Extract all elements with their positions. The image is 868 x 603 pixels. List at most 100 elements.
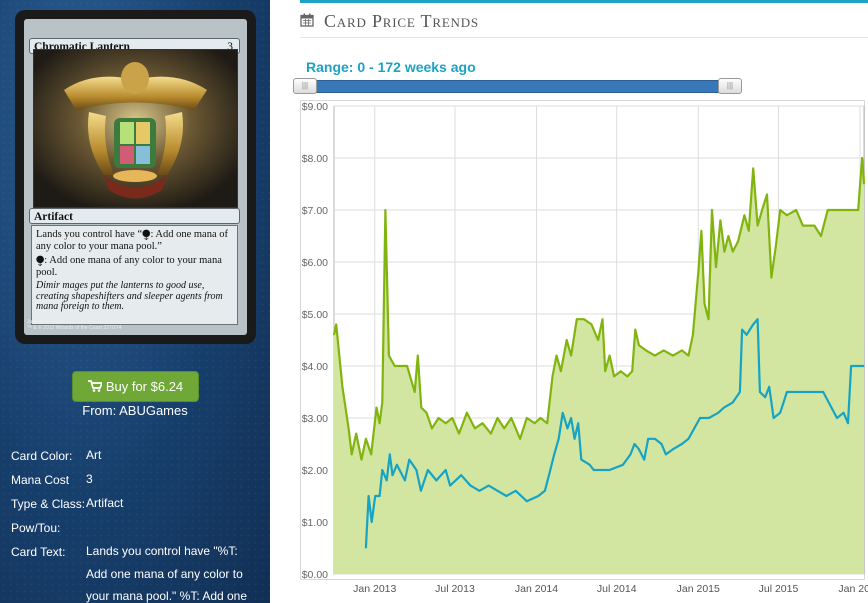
data-point (863, 365, 865, 367)
data-point (822, 391, 824, 393)
card-artwork (33, 49, 238, 208)
data-point (526, 417, 528, 419)
accent-bar (300, 0, 868, 3)
data-point (335, 323, 337, 325)
data-point (863, 183, 865, 185)
buy-button[interactable]: Buy for $6.24 (72, 371, 199, 402)
range-slider-track[interactable] (300, 80, 742, 93)
data-point (741, 329, 743, 331)
data-point (503, 427, 505, 429)
x-axis: Jan 2013 Jul 2013 Jan 2014 Jul 2014 Jan 2015… (353, 583, 868, 595)
data-point (633, 443, 636, 445)
data-point (604, 370, 606, 372)
data-point (609, 469, 611, 471)
seller-label: From: ABUGames (82, 403, 188, 418)
data-point (786, 391, 788, 393)
y-tick-label: $0.00 (302, 569, 328, 581)
data-point (748, 230, 750, 232)
y-tick-label: $7.00 (302, 205, 328, 217)
data-point (757, 225, 759, 227)
data-point (843, 412, 845, 414)
info-value-mana-cost: 3 (86, 472, 93, 486)
data-point (850, 365, 852, 367)
y-tick-label: $1.00 (302, 517, 328, 529)
data-point (478, 490, 480, 492)
data-point (699, 417, 701, 419)
data-point (576, 318, 578, 320)
data-point (764, 396, 766, 398)
data-point (681, 443, 683, 445)
data-point (389, 453, 391, 455)
data-point (820, 235, 822, 237)
info-value-color: Art (86, 448, 102, 462)
y-tick-label: $8.00 (302, 153, 328, 165)
data-point (737, 240, 739, 242)
data-point (770, 277, 772, 279)
data-point (809, 391, 811, 393)
data-point (371, 521, 373, 523)
data-point (549, 469, 551, 471)
data-point (795, 391, 797, 393)
data-point (438, 417, 440, 419)
data-point (341, 386, 343, 388)
data-point (368, 495, 370, 497)
data-point (469, 485, 472, 487)
info-label-type: Type & Class: (11, 497, 86, 511)
data-point (589, 464, 591, 466)
data-point (466, 412, 468, 414)
info-label-pow-tou: Pow/Tou: (11, 521, 61, 535)
data-point (420, 490, 422, 492)
data-point (544, 490, 546, 492)
data-point (570, 355, 572, 357)
data-point (761, 209, 763, 211)
data-point (386, 479, 388, 481)
data-point (355, 433, 357, 435)
data-point (406, 365, 408, 367)
data-point (388, 355, 390, 357)
data-point (593, 469, 595, 471)
data-point (795, 209, 797, 211)
data-point (786, 214, 788, 216)
data-point (391, 474, 394, 476)
data-point (580, 459, 582, 461)
data-point (638, 448, 640, 450)
data-point (757, 318, 759, 320)
data-point (546, 422, 548, 424)
data-point (703, 303, 706, 305)
data-point (601, 318, 604, 320)
range-slider-end-handle[interactable]: ||| (718, 78, 742, 94)
y-tick-label: $3.00 (302, 413, 328, 425)
info-label-mana-cost: Mana Cost (11, 473, 70, 487)
data-point (681, 349, 683, 351)
data-point (560, 370, 562, 372)
data-point (838, 209, 840, 211)
card-image: Chromatic Lantern 3 (15, 10, 256, 344)
data-point (570, 417, 572, 419)
data-point (590, 323, 593, 325)
data-point (631, 370, 633, 372)
data-point (779, 412, 781, 414)
data-point (859, 178, 862, 180)
data-point (773, 417, 775, 419)
data-point (365, 438, 367, 440)
data-point (488, 485, 490, 487)
range-slider-start-handle[interactable]: ||| (293, 78, 317, 94)
data-point (766, 193, 768, 195)
card-cost: 3 (227, 41, 233, 53)
y-tick-label: $2.00 (302, 465, 328, 477)
data-point (857, 209, 859, 211)
data-point (727, 235, 729, 237)
data-point (583, 318, 585, 320)
data-point (654, 355, 656, 357)
data-point (849, 209, 851, 211)
y-tick-label: $9.00 (302, 101, 328, 113)
card-rules-2: ⧭: Add one mana of any color to your man… (36, 255, 222, 278)
data-point (647, 438, 649, 440)
data-point (719, 219, 721, 221)
data-point (537, 495, 539, 497)
data-point (626, 375, 628, 377)
data-point (768, 386, 770, 388)
data-point (692, 334, 694, 336)
info-value-card-text: Lands you control have "%T: Add one mana… (86, 544, 248, 603)
data-point (431, 427, 433, 429)
